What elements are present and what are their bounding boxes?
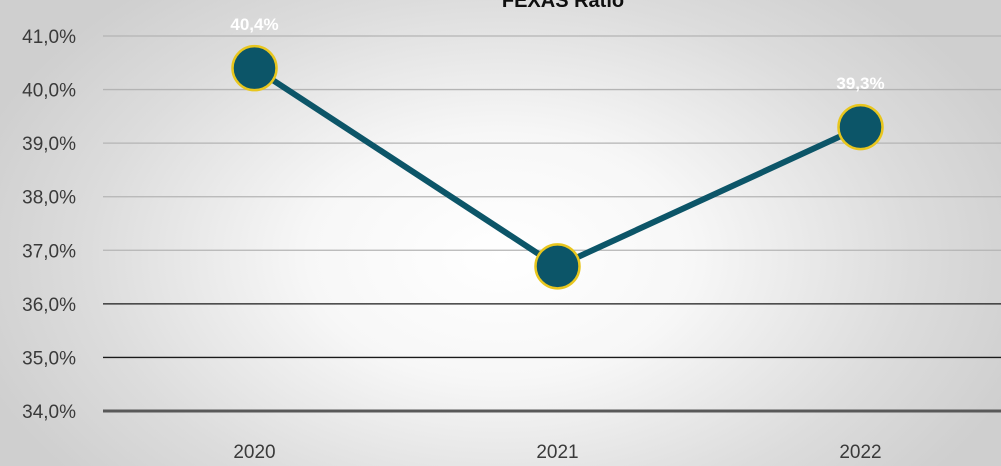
x-tick-label: 2021	[536, 442, 578, 463]
data-label: 39,3%	[836, 74, 884, 93]
data-point-marker	[231, 44, 278, 92]
data-point-marker	[837, 103, 884, 151]
y-tick-label: 37,0%	[22, 241, 76, 262]
y-axis-tick-labels: 34,0% 35,0% 36,0% 37,0% 38,0% 39,0% 40,0% 41,0%	[22, 27, 76, 423]
y-tick-label: 39,0%	[22, 134, 76, 155]
data-labels: 40,4% 39,3%	[230, 15, 884, 93]
y-tick-label: 36,0%	[22, 295, 76, 316]
data-label: 40,4%	[230, 15, 278, 34]
series-line	[252, 65, 862, 270]
chart-title: FEXAS Ratio	[502, 0, 624, 12]
x-tick-label: 2022	[839, 442, 881, 463]
x-axis-tick-labels: 2020 2021 2022	[233, 442, 881, 463]
x-tick-label: 2020	[233, 442, 275, 463]
series	[231, 44, 884, 290]
y-tick-label: 35,0%	[22, 348, 76, 369]
y-tick-label: 38,0%	[22, 188, 76, 209]
y-tick-label: 41,0%	[22, 27, 76, 48]
y-tick-label: 34,0%	[22, 402, 76, 423]
y-tick-label: 40,0%	[22, 81, 76, 102]
data-point-marker	[534, 243, 581, 290]
